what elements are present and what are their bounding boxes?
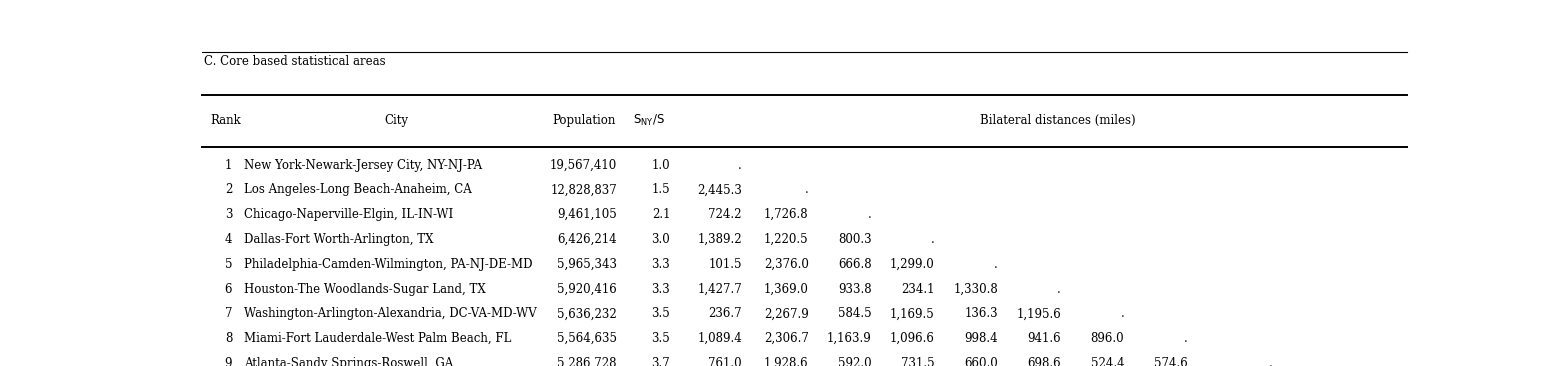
Text: Los Angeles-Long Beach-Anaheim, CA: Los Angeles-Long Beach-Anaheim, CA <box>244 183 471 197</box>
Text: 1: 1 <box>226 158 232 172</box>
Text: 800.3: 800.3 <box>838 233 872 246</box>
Text: .: . <box>1120 307 1124 320</box>
Text: 9,461,105: 9,461,105 <box>557 208 617 221</box>
Text: 724.2: 724.2 <box>708 208 742 221</box>
Text: .: . <box>738 158 742 172</box>
Text: 101.5: 101.5 <box>708 258 742 271</box>
Text: C. Core based statistical areas: C. Core based statistical areas <box>204 55 385 68</box>
Text: .: . <box>868 208 872 221</box>
Text: Chicago-Naperville-Elgin, IL-IN-WI: Chicago-Naperville-Elgin, IL-IN-WI <box>244 208 454 221</box>
Text: 584.5: 584.5 <box>838 307 872 320</box>
Text: .: . <box>805 183 808 197</box>
Text: 236.7: 236.7 <box>708 307 742 320</box>
Text: 6,426,214: 6,426,214 <box>557 233 617 246</box>
Text: 1,169.5: 1,169.5 <box>889 307 935 320</box>
Text: 136.3: 136.3 <box>965 307 998 320</box>
Text: 1,299.0: 1,299.0 <box>889 258 935 271</box>
Text: 2,376.0: 2,376.0 <box>764 258 808 271</box>
Text: 1,369.0: 1,369.0 <box>764 283 808 296</box>
Text: 1,163.9: 1,163.9 <box>827 332 872 345</box>
Text: 2,306.7: 2,306.7 <box>764 332 808 345</box>
Text: Houston-The Woodlands-Sugar Land, TX: Houston-The Woodlands-Sugar Land, TX <box>244 283 485 296</box>
Text: $\mathregular{S_{NY}/S}$: $\mathregular{S_{NY}/S}$ <box>633 113 664 128</box>
Text: 1,330.8: 1,330.8 <box>954 283 998 296</box>
Text: 2,445.3: 2,445.3 <box>697 183 742 197</box>
Text: Atlanta-Sandy Springs-Roswell, GA: Atlanta-Sandy Springs-Roswell, GA <box>244 357 454 366</box>
Text: 3: 3 <box>224 208 232 221</box>
Text: 3.5: 3.5 <box>651 332 670 345</box>
Text: 1.0: 1.0 <box>651 158 670 172</box>
Text: Rank: Rank <box>210 114 241 127</box>
Text: 1,726.8: 1,726.8 <box>764 208 808 221</box>
Text: .: . <box>1057 283 1062 296</box>
Text: .: . <box>1184 332 1187 345</box>
Text: 5,636,232: 5,636,232 <box>557 307 617 320</box>
Text: 1,427.7: 1,427.7 <box>697 283 742 296</box>
Text: Miami-Fort Lauderdale-West Palm Beach, FL: Miami-Fort Lauderdale-West Palm Beach, F… <box>244 332 512 345</box>
Text: 3.5: 3.5 <box>651 307 670 320</box>
Text: .: . <box>994 258 998 271</box>
Text: 2,267.9: 2,267.9 <box>764 307 808 320</box>
Text: 660.0: 660.0 <box>965 357 998 366</box>
Text: 1,089.4: 1,089.4 <box>697 332 742 345</box>
Text: 1.5: 1.5 <box>651 183 670 197</box>
Text: Population: Population <box>553 114 615 127</box>
Text: 5,286,728: 5,286,728 <box>557 357 617 366</box>
Text: 8: 8 <box>226 332 232 345</box>
Text: 574.6: 574.6 <box>1154 357 1187 366</box>
Text: Bilateral distances (miles): Bilateral distances (miles) <box>980 114 1135 127</box>
Text: 731.5: 731.5 <box>902 357 935 366</box>
Text: 941.6: 941.6 <box>1027 332 1062 345</box>
Text: Dallas-Fort Worth-Arlington, TX: Dallas-Fort Worth-Arlington, TX <box>244 233 434 246</box>
Text: 998.4: 998.4 <box>965 332 998 345</box>
Text: 592.0: 592.0 <box>838 357 872 366</box>
Text: 666.8: 666.8 <box>838 258 872 271</box>
Text: Philadelphia-Camden-Wilmington, PA-NJ-DE-MD: Philadelphia-Camden-Wilmington, PA-NJ-DE… <box>244 258 532 271</box>
Text: 933.8: 933.8 <box>838 283 872 296</box>
Text: 5,920,416: 5,920,416 <box>557 283 617 296</box>
Text: 698.6: 698.6 <box>1027 357 1062 366</box>
Text: 5: 5 <box>224 258 232 271</box>
Text: 761.0: 761.0 <box>708 357 742 366</box>
Text: 6: 6 <box>224 283 232 296</box>
Text: 3.7: 3.7 <box>651 357 670 366</box>
Text: .: . <box>1268 357 1272 366</box>
Text: 7: 7 <box>224 307 232 320</box>
Text: 1,195.6: 1,195.6 <box>1016 307 1062 320</box>
Text: Washington-Arlington-Alexandria, DC-VA-MD-WV: Washington-Arlington-Alexandria, DC-VA-M… <box>244 307 537 320</box>
Text: 9: 9 <box>224 357 232 366</box>
Text: 2.1: 2.1 <box>651 208 670 221</box>
Text: 524.4: 524.4 <box>1090 357 1124 366</box>
Text: New York-Newark-Jersey City, NY-NJ-PA: New York-Newark-Jersey City, NY-NJ-PA <box>244 158 482 172</box>
Text: 1,096.6: 1,096.6 <box>889 332 935 345</box>
Text: 5,564,635: 5,564,635 <box>557 332 617 345</box>
Text: 896.0: 896.0 <box>1090 332 1124 345</box>
Text: .: . <box>932 233 935 246</box>
Text: 234.1: 234.1 <box>902 283 935 296</box>
Text: 1,928.6: 1,928.6 <box>764 357 808 366</box>
Text: 19,567,410: 19,567,410 <box>550 158 617 172</box>
Text: 12,828,837: 12,828,837 <box>550 183 617 197</box>
Text: 1,220.5: 1,220.5 <box>764 233 808 246</box>
Text: 1,389.2: 1,389.2 <box>697 233 742 246</box>
Text: 2: 2 <box>226 183 232 197</box>
Text: 5,965,343: 5,965,343 <box>557 258 617 271</box>
Text: 4: 4 <box>224 233 232 246</box>
Text: 3.0: 3.0 <box>651 233 670 246</box>
Text: 3.3: 3.3 <box>651 258 670 271</box>
Text: City: City <box>384 114 409 127</box>
Text: 3.3: 3.3 <box>651 283 670 296</box>
